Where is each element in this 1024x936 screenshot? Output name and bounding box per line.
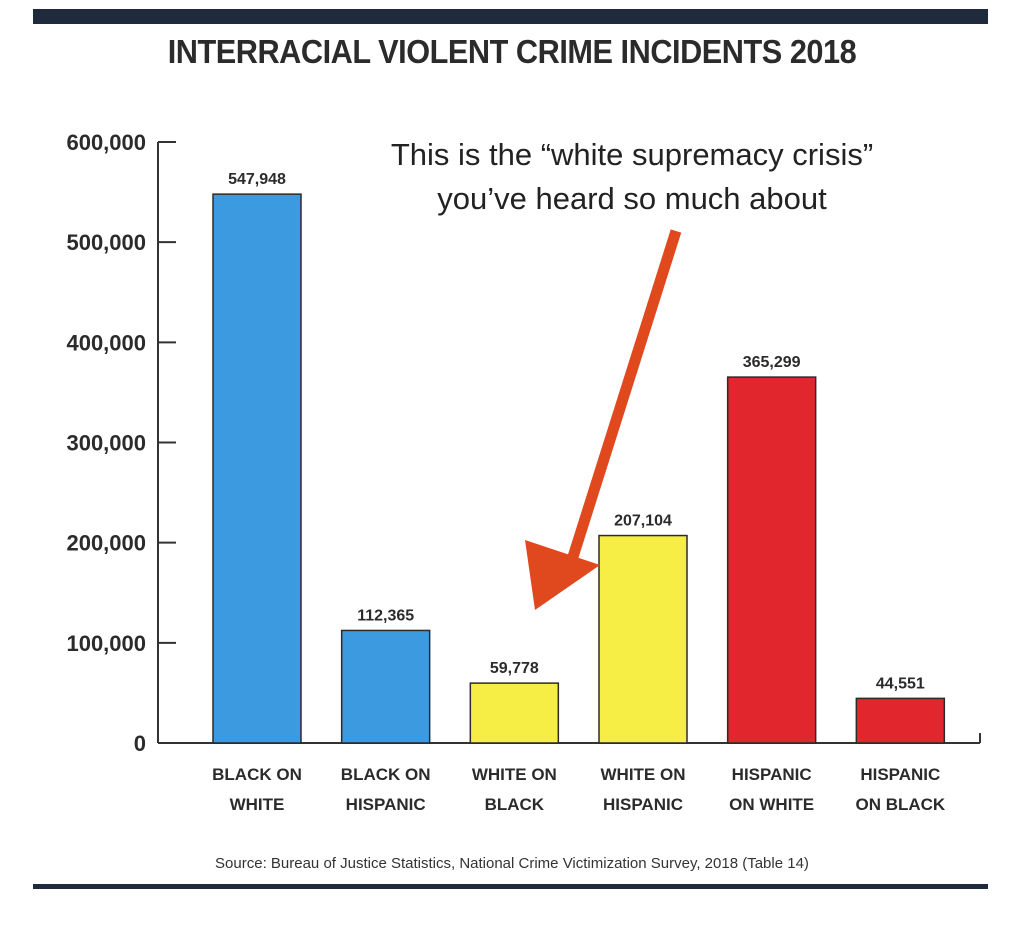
top-rule	[33, 9, 988, 24]
source-note: Source: Bureau of Justice Statistics, Na…	[215, 855, 809, 872]
bar-value-label: 365,299	[743, 354, 801, 371]
bottom-rule	[33, 884, 988, 889]
bar-value-label: 59,778	[490, 660, 539, 677]
bar-value-label: 547,948	[228, 171, 286, 188]
arrow-head	[525, 540, 600, 610]
bar-value-label: 112,365	[357, 607, 414, 624]
axes: 0 100,000 200,000 300,000 400,000 500,000 600,…	[66, 130, 981, 756]
y-tick-label: 200,000	[66, 531, 146, 556]
bar	[598, 534, 688, 744]
chart-title: INTERRACIAL VIOLENT CRIME INCIDENTS 2018	[167, 33, 857, 70]
bars: 547,948 BLACK ON WHITE 112,365 BLACK ON HISPA…	[212, 171, 946, 814]
category-label: HISPANIC	[860, 765, 940, 784]
category-label: WHITE	[230, 795, 285, 814]
category-label: HISPANIC	[732, 765, 812, 784]
y-tick-label: 0	[134, 731, 146, 756]
category-label: WHITE ON	[601, 765, 686, 784]
y-tick-label: 400,000	[66, 330, 146, 355]
category-label: WHITE ON	[472, 765, 557, 784]
category-label: HISPANIC	[346, 795, 426, 814]
arrow-shaft	[566, 229, 682, 562]
category-label: ON WHITE	[729, 795, 814, 814]
y-tick-label: 500,000	[66, 230, 146, 255]
y-tick-label: 600,000	[66, 130, 146, 155]
bar	[855, 697, 946, 744]
category-label: BLACK ON	[341, 765, 431, 784]
annotation: This is the “white supremacy crisis” you’…	[391, 137, 873, 610]
category-label: BLACK ON	[212, 765, 302, 784]
bar	[469, 682, 560, 744]
y-tick-label: 100,000	[66, 631, 146, 656]
category-label: ON BLACK	[855, 795, 945, 814]
annotation-text: you’ve heard so much about	[437, 181, 827, 216]
annotation-text: This is the “white supremacy crisis”	[391, 137, 873, 172]
bar-value-label: 207,104	[614, 513, 672, 530]
bar	[340, 629, 431, 744]
bar	[212, 193, 302, 744]
bar	[726, 376, 817, 744]
category-label: BLACK	[485, 795, 545, 814]
bar-value-label: 44,551	[876, 675, 925, 692]
y-tick-label: 300,000	[66, 431, 146, 456]
category-label: HISPANIC	[603, 795, 683, 814]
